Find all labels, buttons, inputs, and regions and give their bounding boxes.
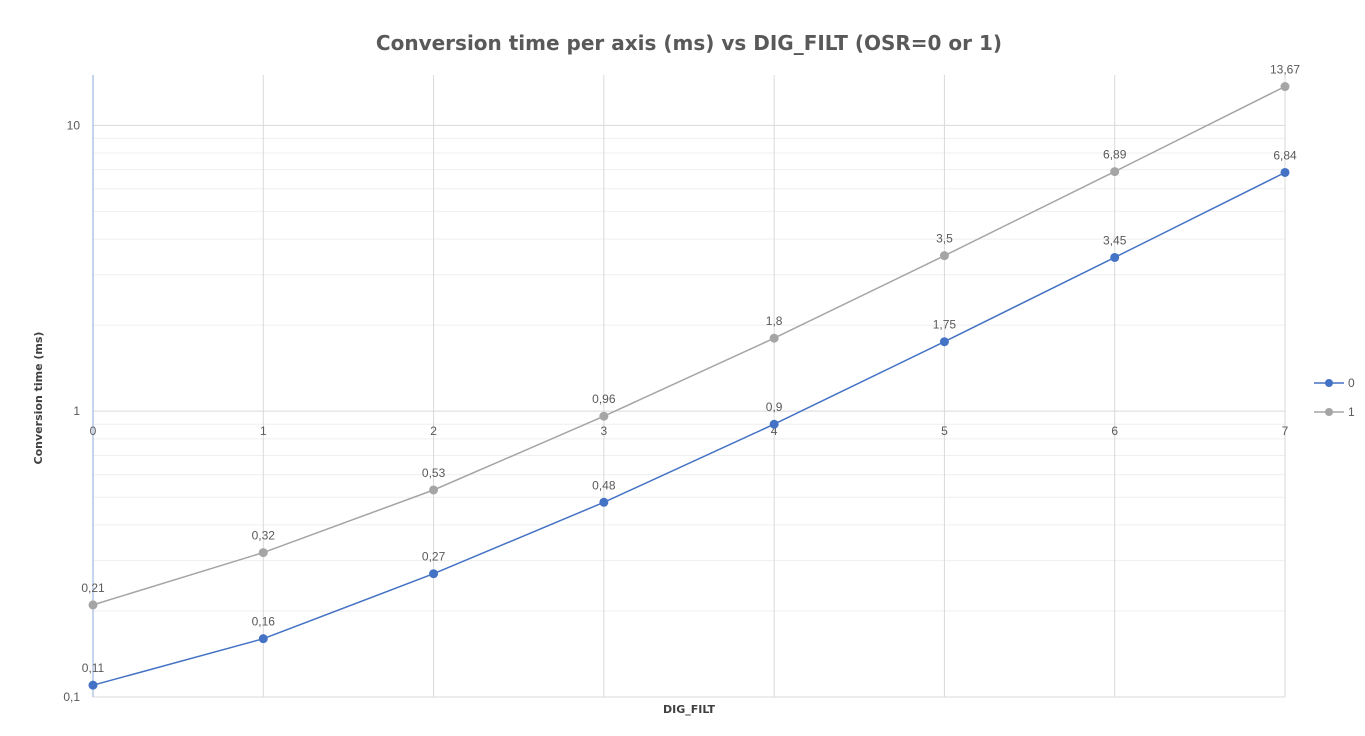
data-point bbox=[769, 333, 779, 343]
data-point bbox=[1110, 167, 1120, 177]
data-point bbox=[1280, 82, 1290, 92]
legend-label: 1 bbox=[1348, 405, 1355, 419]
data-label: 0,48 bbox=[592, 478, 616, 492]
data-label: 0,96 bbox=[592, 392, 616, 406]
y-tick-label: 1 bbox=[73, 404, 80, 418]
data-point bbox=[88, 680, 98, 690]
legend-marker bbox=[1325, 408, 1333, 416]
gridlines bbox=[92, 75, 1286, 698]
data-point bbox=[429, 485, 439, 495]
x-tick-label: 4 bbox=[771, 424, 778, 438]
data-label: 0,11 bbox=[82, 661, 105, 675]
data-label: 6,89 bbox=[1103, 148, 1127, 162]
data-label: 6,84 bbox=[1273, 148, 1297, 162]
series-line-1 bbox=[92, 85, 1286, 606]
series-line-0 bbox=[92, 171, 1286, 686]
data-label: 0,9 bbox=[766, 400, 783, 414]
legend: 01 bbox=[1314, 376, 1355, 419]
data-label: 0,27 bbox=[422, 550, 446, 564]
data-point bbox=[939, 251, 949, 261]
data-label: 1,8 bbox=[766, 314, 783, 328]
data-label: 13,67 bbox=[1270, 63, 1300, 77]
data-point bbox=[258, 634, 268, 644]
data-label: 0,21 bbox=[81, 581, 105, 595]
y-axis-title: Conversion time (ms) bbox=[32, 332, 45, 465]
x-tick-label: 3 bbox=[601, 424, 608, 438]
x-axis-title: DIG_FILT bbox=[663, 703, 716, 716]
y-tick-label: 0,1 bbox=[63, 690, 80, 704]
data-point bbox=[88, 600, 98, 610]
legend-marker bbox=[1325, 379, 1333, 387]
data-point bbox=[939, 337, 949, 347]
x-tick-label: 5 bbox=[941, 424, 948, 438]
series-lines bbox=[88, 82, 1290, 690]
x-tick-label: 2 bbox=[430, 424, 437, 438]
data-point bbox=[258, 548, 268, 558]
data-point bbox=[1110, 252, 1120, 262]
legend-label: 0 bbox=[1348, 376, 1355, 390]
data-point bbox=[1280, 167, 1290, 177]
x-tick-label: 7 bbox=[1282, 424, 1289, 438]
chart-title: Conversion time per axis (ms) vs DIG_FIL… bbox=[376, 31, 1002, 55]
data-label: 0,32 bbox=[252, 529, 276, 543]
x-tick-label: 6 bbox=[1111, 424, 1118, 438]
data-label: 1,75 bbox=[933, 318, 957, 332]
x-tick-label: 0 bbox=[90, 424, 97, 438]
data-labels: 0,11 0,16 0,27 0,48 0,9 1,75 3,45 6,84 0,21 0,32 0… bbox=[81, 63, 1300, 676]
data-label: 0,53 bbox=[422, 466, 446, 480]
data-point bbox=[599, 497, 609, 507]
y-tick-label: 10 bbox=[67, 118, 81, 132]
data-point bbox=[769, 419, 779, 429]
data-label: 3,5 bbox=[936, 232, 953, 246]
data-point bbox=[429, 569, 439, 579]
data-point bbox=[599, 411, 609, 421]
x-tick-label: 1 bbox=[260, 424, 267, 438]
data-label: 3,45 bbox=[1103, 233, 1127, 247]
data-label: 0,16 bbox=[252, 615, 276, 629]
